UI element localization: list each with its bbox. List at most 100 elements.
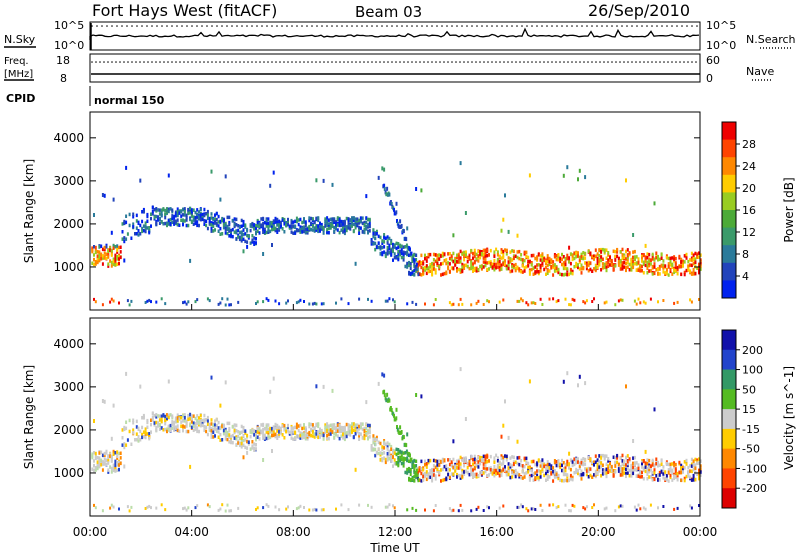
heatmap-cell bbox=[619, 504, 622, 508]
heatmap-cell bbox=[174, 220, 177, 225]
heatmap-cell bbox=[696, 266, 699, 270]
nave-point bbox=[319, 61, 321, 63]
heatmap-cell bbox=[219, 301, 222, 305]
heatmap-cell bbox=[110, 260, 113, 265]
heatmap-cell bbox=[148, 230, 151, 235]
heatmap-cell bbox=[596, 465, 599, 469]
heatmap-cell bbox=[185, 302, 188, 306]
heatmap-cell bbox=[109, 454, 112, 458]
heatmap-cell bbox=[420, 467, 423, 471]
heatmap-cell bbox=[342, 428, 345, 432]
heatmap-cell bbox=[319, 229, 321, 233]
heatmap-cell bbox=[383, 186, 386, 191]
heatmap-cell bbox=[662, 469, 665, 473]
heatmap-cell bbox=[562, 261, 565, 265]
heatmap-cell bbox=[393, 252, 396, 256]
heatmap-cell bbox=[358, 431, 361, 436]
heatmap-cell bbox=[605, 454, 608, 458]
heatmap-cell bbox=[534, 508, 537, 511]
nave-point bbox=[255, 61, 257, 63]
heatmap-cell bbox=[233, 224, 236, 229]
heatmap-cell bbox=[354, 467, 357, 472]
heatmap-cell bbox=[132, 222, 135, 226]
heatmap-cell bbox=[237, 434, 240, 439]
heatmap-cell bbox=[278, 508, 281, 512]
heatmap-cell bbox=[167, 379, 170, 384]
heatmap-cell bbox=[568, 478, 571, 483]
heatmap-cell bbox=[103, 193, 106, 198]
heatmap-cell bbox=[566, 256, 569, 261]
heatmap-cell bbox=[646, 256, 649, 260]
heatmap-cell bbox=[505, 458, 508, 462]
heatmap-cell bbox=[132, 418, 135, 422]
heatmap-cell bbox=[114, 253, 117, 258]
heatmap-cell bbox=[448, 262, 451, 266]
heatmap-cell bbox=[516, 299, 519, 303]
heatmap-cell bbox=[459, 256, 462, 260]
heatmap-cell bbox=[630, 263, 633, 267]
heatmap-cell bbox=[690, 300, 693, 304]
nsearch-point bbox=[521, 25, 523, 27]
heatmap-cell bbox=[633, 299, 636, 303]
heatmap-cell bbox=[135, 219, 138, 223]
heatmap-cell bbox=[482, 509, 485, 512]
heatmap-cell bbox=[541, 461, 544, 465]
heatmap-cell bbox=[336, 434, 339, 438]
heatmap-cell bbox=[251, 234, 254, 238]
heatmap-cell bbox=[299, 433, 302, 438]
heatmap-cell bbox=[452, 266, 455, 270]
heatmap-cell bbox=[575, 255, 578, 259]
heatmap-cell bbox=[256, 435, 259, 439]
heatmap-cell bbox=[96, 250, 99, 254]
heatmap-cell bbox=[187, 429, 190, 434]
heatmap-cell bbox=[598, 460, 601, 464]
heatmap-cell bbox=[498, 506, 501, 510]
heatmap-cell bbox=[427, 266, 430, 270]
heatmap-cell bbox=[183, 419, 186, 423]
heatmap-cell bbox=[432, 458, 435, 463]
heatmap-cell bbox=[233, 436, 236, 440]
nsearch-point bbox=[656, 25, 658, 27]
heatmap-cell bbox=[514, 262, 517, 267]
heatmap-cell bbox=[217, 420, 220, 425]
heatmap-cell bbox=[118, 467, 120, 472]
nsearch-point bbox=[641, 25, 643, 27]
heatmap-cell bbox=[564, 272, 567, 277]
heatmap-cell bbox=[505, 473, 508, 477]
heatmap-cell bbox=[671, 469, 674, 473]
heatmap-cell bbox=[404, 451, 407, 455]
heatmap-cell bbox=[484, 257, 487, 262]
heatmap-cell bbox=[680, 478, 683, 483]
heatmap-cell bbox=[101, 247, 104, 252]
heatmap-cell bbox=[432, 252, 435, 257]
heatmap-cell bbox=[685, 268, 688, 273]
heatmap-cell bbox=[461, 265, 464, 269]
heatmap-cell bbox=[591, 506, 594, 509]
heatmap-cell bbox=[635, 302, 638, 306]
heatmap-cell bbox=[475, 301, 478, 305]
heatmap-cell bbox=[470, 466, 473, 470]
nsearch-point bbox=[341, 25, 343, 27]
heatmap-cell bbox=[528, 379, 531, 384]
heatmap-cell bbox=[260, 217, 263, 221]
heatmap-cell bbox=[94, 506, 97, 510]
heatmap-cell bbox=[196, 220, 199, 224]
heatmap-cell bbox=[158, 212, 161, 216]
heatmap-cell bbox=[144, 301, 147, 304]
heatmap-cell bbox=[335, 220, 337, 224]
heatmap-cell bbox=[456, 253, 458, 257]
heatmap-cell bbox=[210, 422, 213, 426]
heatmap-cell bbox=[509, 456, 512, 460]
heatmap-cell bbox=[205, 219, 208, 223]
heatmap-cell bbox=[488, 300, 490, 304]
nsearch-point bbox=[681, 25, 683, 27]
heatmap-cell bbox=[390, 444, 393, 449]
heatmap-cell bbox=[568, 466, 571, 470]
heatmap-cell bbox=[267, 228, 270, 232]
heatmap-cell bbox=[278, 425, 281, 430]
heatmap-cell bbox=[100, 458, 103, 462]
heatmap-cell bbox=[126, 505, 129, 509]
heatmap-cell bbox=[368, 224, 371, 228]
heatmap-cell bbox=[687, 470, 690, 475]
heatmap-cell bbox=[614, 464, 617, 468]
